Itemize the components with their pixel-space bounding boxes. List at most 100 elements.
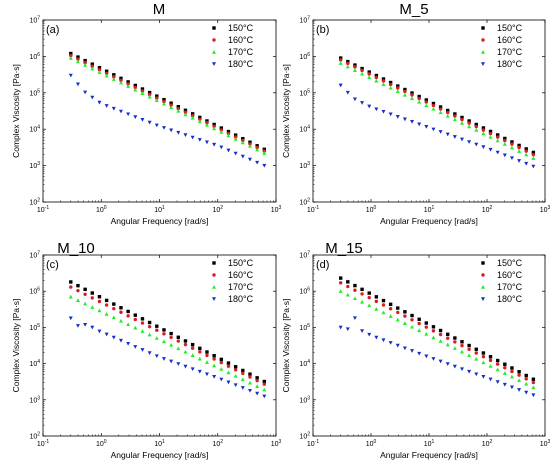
y-tick-label: 106 bbox=[299, 52, 310, 61]
data-point bbox=[438, 328, 443, 333]
data-point bbox=[147, 90, 152, 95]
data-point bbox=[353, 288, 357, 292]
data-series bbox=[338, 316, 536, 398]
data-point bbox=[147, 351, 152, 355]
data-point bbox=[445, 362, 450, 366]
data-point bbox=[502, 371, 507, 375]
data-point bbox=[374, 299, 379, 304]
x-tick-label: 10-1 bbox=[307, 205, 319, 214]
data-point bbox=[367, 104, 372, 109]
data-point bbox=[226, 129, 231, 134]
data-point bbox=[524, 147, 528, 151]
data-point bbox=[367, 295, 371, 300]
data-point bbox=[367, 332, 372, 337]
data-point bbox=[219, 145, 224, 150]
data-point bbox=[495, 133, 500, 137]
data-point bbox=[212, 375, 217, 379]
data-point bbox=[176, 346, 181, 351]
data-point bbox=[190, 135, 195, 140]
y-tick-label: 106 bbox=[299, 287, 310, 296]
data-point bbox=[395, 115, 400, 119]
data-point bbox=[205, 350, 209, 354]
chart-title: M_5 bbox=[399, 1, 428, 18]
data-point bbox=[509, 156, 514, 161]
data-point bbox=[431, 357, 436, 361]
data-point bbox=[119, 310, 123, 314]
data-point bbox=[140, 89, 145, 93]
data-point bbox=[155, 328, 159, 332]
data-point bbox=[219, 377, 224, 382]
x-axis-label: Angular Frequency [rad/s] bbox=[111, 450, 209, 460]
data-point bbox=[495, 380, 500, 384]
data-point bbox=[104, 312, 109, 316]
data-point bbox=[410, 96, 415, 101]
data-point bbox=[417, 317, 421, 322]
data-point bbox=[204, 372, 209, 377]
x-axis-label: Angular Frequency [rad/s] bbox=[111, 216, 209, 226]
data-point bbox=[255, 160, 260, 165]
data-point bbox=[162, 99, 166, 104]
data-point bbox=[488, 358, 493, 363]
data-point bbox=[531, 377, 536, 381]
data-point bbox=[352, 296, 357, 301]
data-point bbox=[90, 325, 95, 330]
data-point bbox=[76, 57, 80, 61]
data-point bbox=[190, 112, 195, 116]
data-point bbox=[219, 130, 224, 134]
y-tick-label: 102 bbox=[299, 432, 310, 441]
data-point bbox=[140, 348, 145, 352]
data-point bbox=[183, 112, 188, 117]
data-point bbox=[346, 59, 350, 64]
legend-label: 160°C bbox=[497, 270, 523, 280]
data-point bbox=[112, 75, 116, 79]
data-point bbox=[381, 338, 386, 343]
y-axis-label: Complex Viscosity [Pa·s] bbox=[281, 299, 291, 393]
data-point bbox=[353, 283, 357, 288]
y-tick-label: 102 bbox=[29, 198, 40, 207]
data-point bbox=[204, 360, 209, 364]
panel-label: (a) bbox=[46, 24, 59, 36]
data-point bbox=[417, 321, 421, 326]
data-point bbox=[446, 336, 450, 340]
panel-label: (c) bbox=[46, 259, 59, 271]
data-point bbox=[90, 291, 94, 295]
data-series bbox=[338, 281, 536, 385]
x-tick-label: 102 bbox=[212, 439, 223, 448]
data-point bbox=[205, 353, 209, 358]
data-point bbox=[424, 103, 429, 108]
data-point bbox=[262, 149, 267, 153]
data-point bbox=[241, 138, 245, 143]
y-tick-label: 104 bbox=[299, 125, 310, 134]
data-point bbox=[248, 140, 252, 144]
data-point bbox=[197, 138, 202, 142]
data-point bbox=[388, 82, 393, 87]
data-point bbox=[353, 65, 357, 69]
data-point bbox=[445, 113, 450, 118]
data-point bbox=[345, 292, 350, 297]
data-point bbox=[488, 147, 493, 152]
data-point bbox=[431, 325, 436, 329]
data-point bbox=[503, 138, 507, 143]
y-tick-label: 106 bbox=[29, 287, 40, 296]
data-point bbox=[176, 362, 181, 366]
data-point bbox=[75, 82, 80, 87]
legend-label: 180°C bbox=[228, 294, 254, 304]
chart-title: M_15 bbox=[325, 240, 363, 257]
data-point bbox=[453, 340, 457, 344]
data-point bbox=[190, 115, 195, 120]
data-point bbox=[431, 106, 436, 111]
data-point bbox=[240, 154, 245, 159]
data-point bbox=[212, 142, 217, 147]
data-point bbox=[424, 98, 429, 102]
data-point bbox=[503, 366, 507, 370]
x-tick-label: 10-1 bbox=[307, 439, 319, 448]
data-point bbox=[133, 85, 137, 90]
data-point bbox=[241, 136, 245, 141]
data-point bbox=[495, 138, 500, 143]
data-point bbox=[438, 105, 443, 109]
data-point bbox=[438, 332, 443, 337]
data-point bbox=[147, 92, 152, 97]
x-axis-label: Angular Frequency [rad/s] bbox=[380, 450, 478, 460]
data-point bbox=[396, 310, 400, 315]
data-point bbox=[338, 325, 343, 330]
